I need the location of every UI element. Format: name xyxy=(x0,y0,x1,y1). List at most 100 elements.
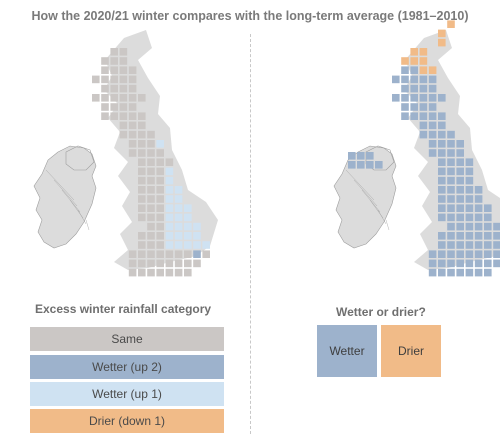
grid-cell xyxy=(438,167,446,176)
grid-cell xyxy=(474,186,483,194)
grid-cell xyxy=(357,152,365,160)
grid-cell xyxy=(156,268,164,277)
grid-cell xyxy=(438,186,446,194)
grid-cell xyxy=(101,66,109,74)
grid-cell xyxy=(438,176,446,185)
grid-cell xyxy=(138,167,146,176)
grid-cell xyxy=(392,94,400,102)
grid-cell xyxy=(465,186,474,194)
grid-cell xyxy=(447,250,455,258)
county-boundary xyxy=(377,209,387,225)
grid-cell xyxy=(419,66,428,74)
grid-cell xyxy=(410,57,418,65)
grid-cell xyxy=(484,259,492,268)
grid-cell xyxy=(366,161,374,169)
legend-wetter: Wetter xyxy=(317,325,377,377)
grid-cell xyxy=(193,222,201,231)
grid-cell xyxy=(438,29,446,38)
grid-cell xyxy=(147,213,155,222)
grid-cell xyxy=(456,149,464,157)
grid-cell xyxy=(428,94,437,102)
grid-cell xyxy=(110,48,118,56)
grid-cell xyxy=(348,152,356,160)
grid-cell xyxy=(447,158,455,166)
grid-cell xyxy=(110,66,118,74)
grid-cell xyxy=(147,186,155,194)
grid-cell xyxy=(156,232,164,240)
grid-cell xyxy=(128,94,137,102)
grid-cell xyxy=(156,186,164,194)
grid-cell xyxy=(474,250,483,258)
grid-cell xyxy=(401,84,409,93)
grid-cell xyxy=(474,204,483,212)
grid-cell xyxy=(438,250,446,258)
grid-cell xyxy=(174,250,183,258)
grid-cell xyxy=(474,241,483,249)
grid-cell xyxy=(428,268,437,277)
grid-cell xyxy=(428,112,437,120)
grid-cell xyxy=(474,268,483,277)
grid-cell xyxy=(419,57,428,65)
county-boundary xyxy=(361,189,381,213)
grid-cell xyxy=(119,121,128,130)
grid-cell xyxy=(138,112,146,120)
grid-cell xyxy=(447,232,455,240)
grid-cell xyxy=(438,112,446,120)
grid-cell xyxy=(184,204,192,212)
grid-cell xyxy=(456,241,464,249)
grid-cell xyxy=(138,130,146,139)
grid-cell xyxy=(484,250,492,258)
grid-cell xyxy=(147,167,155,176)
grid-cell xyxy=(465,232,474,240)
grid-cell xyxy=(138,149,146,157)
grid-cell xyxy=(447,20,455,28)
grid-cell xyxy=(165,204,174,212)
grid-cell xyxy=(493,259,500,268)
grid-cell xyxy=(138,158,146,166)
grid-cell xyxy=(401,103,409,111)
grid-cell xyxy=(119,112,128,120)
grid-cell xyxy=(119,75,128,84)
grid-cell xyxy=(484,213,492,222)
grid-cell xyxy=(174,241,183,249)
grid-cell xyxy=(193,259,201,268)
grid-cell xyxy=(401,75,409,84)
grid-cell xyxy=(138,140,146,148)
grid-cell xyxy=(474,213,483,222)
grid-cell xyxy=(447,268,455,277)
grid-cell xyxy=(128,84,137,93)
legend-drier-down1: Drier (down 1) xyxy=(30,409,224,433)
grid-cell xyxy=(110,94,118,102)
grid-cell xyxy=(184,259,192,268)
grid-cell xyxy=(465,176,474,185)
grid-cell xyxy=(419,75,428,84)
grid-cell xyxy=(156,213,164,222)
grid-cell xyxy=(447,130,455,139)
grid-cell xyxy=(456,250,464,258)
grid-cell xyxy=(428,149,437,157)
grid-cell xyxy=(438,149,446,157)
grid-cell xyxy=(147,158,155,166)
grid-cell xyxy=(465,222,474,231)
grid-cell xyxy=(438,94,446,102)
grid-cell xyxy=(348,161,356,169)
grid-cell xyxy=(184,222,192,231)
grid-cell xyxy=(438,213,446,222)
grid-cell xyxy=(456,176,464,185)
grid-cell xyxy=(156,259,164,268)
grid-cell xyxy=(366,152,374,160)
grid-cell xyxy=(474,195,483,203)
grid-cell xyxy=(138,232,146,240)
grid-cell xyxy=(138,186,146,194)
grid-cell xyxy=(156,176,164,185)
grid-cell xyxy=(138,213,146,222)
grid-cell xyxy=(156,250,164,258)
grid-cell xyxy=(465,204,474,212)
grid-cell xyxy=(465,213,474,222)
grid-cell xyxy=(193,250,201,258)
grid-cell xyxy=(174,268,183,277)
chart-title: How the 2020/21 winter compares with the… xyxy=(31,9,469,23)
grid-cell xyxy=(401,112,409,120)
grid-cell xyxy=(410,66,418,74)
